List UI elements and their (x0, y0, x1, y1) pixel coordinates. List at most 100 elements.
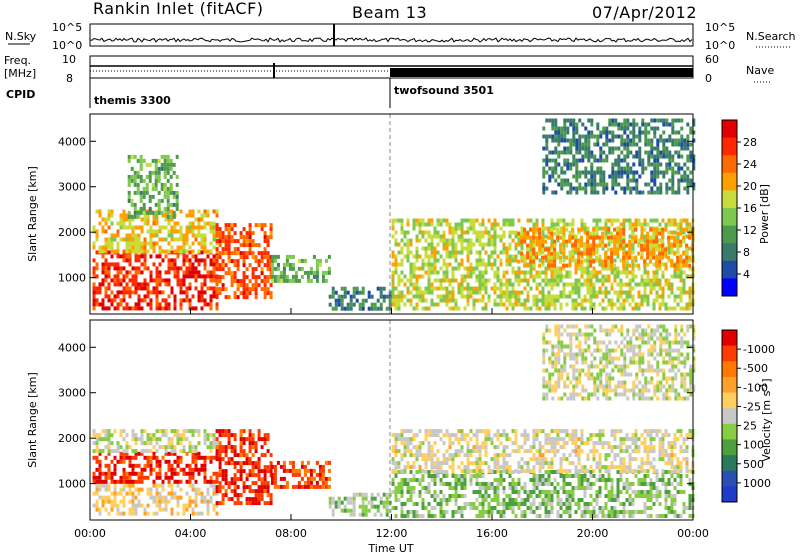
heatmap-cell (475, 490, 479, 494)
heatmap-cell (324, 484, 328, 489)
heatmap-cell (586, 278, 590, 283)
heatmap-cell (445, 242, 449, 247)
heatmap-cell (542, 134, 546, 139)
heatmap-cell (343, 290, 347, 295)
heatmap-cell (133, 202, 137, 207)
heatmap-cell (104, 471, 108, 476)
heatmap-cell (613, 251, 617, 256)
heatmap-cell (626, 186, 630, 191)
heatmap-cell (640, 235, 644, 240)
heatmap-cell (640, 222, 644, 227)
heatmap-cell (626, 162, 630, 167)
heatmap-cell (466, 274, 470, 279)
heatmap-cell (169, 182, 173, 187)
heatmap-cell (647, 138, 651, 143)
heatmap-cell (224, 453, 228, 458)
heatmap-cell (92, 479, 96, 484)
heatmap-cell (631, 266, 635, 271)
heatmap-cell (143, 294, 147, 299)
heatmap-cell (607, 230, 611, 235)
heatmap-cell (309, 480, 313, 485)
heatmap-cell (598, 262, 602, 267)
heatmap-cell (242, 461, 246, 466)
heatmap-cell (604, 263, 608, 268)
heatmap-cell (623, 186, 627, 191)
heatmap-cell (251, 481, 255, 486)
heatmap-cell (671, 174, 675, 179)
heatmap-cell (478, 514, 482, 518)
heatmap-cell (496, 274, 500, 279)
heatmap-cell (589, 282, 593, 287)
heatmap-cell (493, 242, 497, 247)
heatmap-cell (622, 234, 626, 239)
heatmap-cell (559, 247, 563, 252)
heatmap-cell (107, 250, 111, 255)
heatmap-cell (478, 278, 482, 283)
heatmap-cell (508, 218, 512, 223)
heatmap-cell (400, 490, 404, 494)
heatmap-cell (665, 146, 669, 151)
heatmap-cell (632, 138, 636, 143)
heatmap-cell (620, 126, 624, 131)
heatmap-cell (463, 230, 467, 235)
heatmap-cell (505, 246, 509, 251)
heatmap-cell (134, 433, 138, 438)
heatmap-cell (154, 174, 158, 179)
heatmap-cell (224, 263, 228, 268)
heatmap-cell (577, 286, 581, 291)
heatmap-cell (611, 118, 615, 123)
heatmap-cell (245, 239, 249, 244)
heatmap-cell (608, 122, 612, 127)
heatmap-cell (146, 449, 150, 454)
heatmap-cell (677, 178, 681, 183)
heatmap-cell (658, 227, 662, 232)
heatmap-cell (107, 511, 111, 516)
heatmap-cell (379, 306, 383, 311)
heatmap-cell (334, 298, 338, 303)
heatmap-cell (655, 247, 659, 252)
heatmap-cell (557, 126, 561, 131)
heatmap-cell (227, 457, 231, 462)
heatmap-cell (529, 274, 533, 279)
heatmap-cell (547, 470, 551, 474)
heatmap-cell (95, 487, 99, 492)
heatmap-cell (677, 162, 681, 167)
heatmap-cell (493, 246, 497, 251)
heatmap-cell (415, 222, 419, 227)
heatmap-cell (327, 476, 331, 481)
heatmap-cell (541, 290, 545, 295)
heatmap-cell (442, 514, 446, 518)
heatmap-cell (676, 222, 680, 227)
heatmap-cell (436, 474, 440, 478)
heatmap-cell (251, 243, 255, 248)
heatmap-cell (303, 258, 307, 263)
heatmap-cell (472, 226, 476, 231)
heatmap-cell (337, 294, 341, 299)
heatmap-cell (676, 294, 680, 299)
heatmap-cell (601, 298, 605, 303)
heatmap-cell (294, 274, 298, 279)
heatmap-cell (505, 506, 509, 510)
heatmap-cell (172, 162, 176, 167)
heatmap-cell (650, 178, 654, 183)
heatmap-cell (493, 490, 497, 494)
heatmap-cell (427, 306, 431, 311)
heatmap-cell (257, 485, 261, 490)
heatmap-cell (424, 470, 428, 474)
heatmap-cell (526, 231, 530, 236)
heatmap-cell (650, 190, 654, 195)
heatmap-cell (628, 286, 632, 291)
heatmap-cell (188, 266, 192, 271)
heatmap-cell (481, 218, 485, 223)
heatmap-cell (218, 239, 222, 244)
heatmap-cell (490, 482, 494, 486)
heatmap-cell (134, 507, 138, 512)
heatmap-cell (146, 229, 150, 234)
heatmap-cell (137, 294, 141, 299)
heatmap-cell (270, 274, 274, 279)
heatmap-cell (221, 275, 225, 280)
heatmap-cell (239, 291, 243, 296)
heatmap-cell (601, 246, 605, 251)
heatmap-cell (667, 286, 671, 291)
heatmap-cell (583, 222, 587, 227)
